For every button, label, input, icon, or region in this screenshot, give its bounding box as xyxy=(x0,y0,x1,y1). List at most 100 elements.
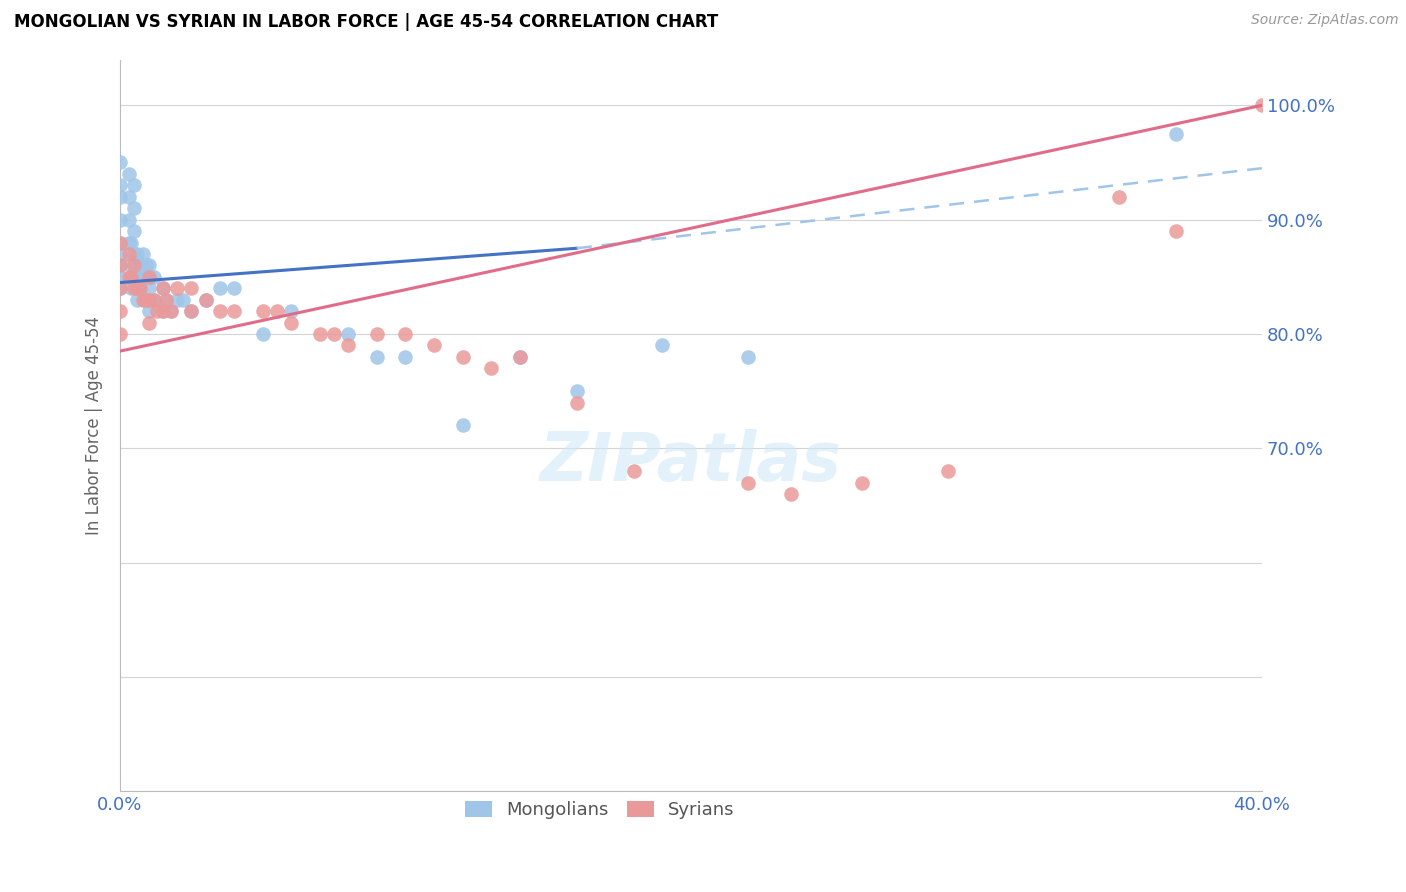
Point xyxy=(323,326,346,341)
Point xyxy=(127,293,149,307)
Point xyxy=(194,293,217,307)
Point xyxy=(138,259,160,273)
Text: ZIPatlas: ZIPatlas xyxy=(540,429,842,495)
Point xyxy=(129,281,152,295)
Point xyxy=(122,247,145,261)
Point xyxy=(127,269,149,284)
Point xyxy=(108,235,131,250)
Point xyxy=(166,293,188,307)
Point xyxy=(143,293,166,307)
Point xyxy=(479,361,502,376)
Point xyxy=(143,293,166,307)
Point xyxy=(152,304,174,318)
Point xyxy=(337,326,360,341)
Point xyxy=(565,384,588,399)
Point xyxy=(280,316,302,330)
Point xyxy=(1166,127,1188,141)
Point xyxy=(509,350,531,364)
Point xyxy=(138,281,160,295)
Point xyxy=(129,281,152,295)
Point xyxy=(108,155,131,169)
Point xyxy=(152,281,174,295)
Point xyxy=(138,269,160,284)
Point xyxy=(117,167,139,181)
Point xyxy=(108,259,131,273)
Point xyxy=(120,281,142,295)
Point xyxy=(509,350,531,364)
Point xyxy=(108,212,131,227)
Point xyxy=(337,338,360,352)
Point xyxy=(936,464,959,478)
Point xyxy=(180,304,202,318)
Point xyxy=(152,281,174,295)
Point xyxy=(117,247,139,261)
Text: Source: ZipAtlas.com: Source: ZipAtlas.com xyxy=(1251,13,1399,28)
Point xyxy=(117,269,139,284)
Point xyxy=(280,304,302,318)
Point xyxy=(779,487,801,501)
Point xyxy=(135,259,157,273)
Point xyxy=(208,281,231,295)
Point xyxy=(224,304,246,318)
Point xyxy=(138,293,160,307)
Point xyxy=(737,350,759,364)
Point xyxy=(155,293,177,307)
Point xyxy=(623,464,645,478)
Point xyxy=(127,247,149,261)
Point xyxy=(366,326,388,341)
Point xyxy=(108,326,131,341)
Point xyxy=(122,259,145,273)
Point xyxy=(122,224,145,238)
Point xyxy=(423,338,446,352)
Point xyxy=(108,190,131,204)
Point xyxy=(565,395,588,409)
Point xyxy=(120,259,142,273)
Point xyxy=(224,281,246,295)
Point xyxy=(108,178,131,193)
Point xyxy=(394,350,416,364)
Point xyxy=(1166,224,1188,238)
Point xyxy=(266,304,288,318)
Point xyxy=(451,418,474,433)
Point xyxy=(252,304,274,318)
Point xyxy=(152,304,174,318)
Point xyxy=(135,293,157,307)
Point xyxy=(117,190,139,204)
Point xyxy=(135,269,157,284)
Y-axis label: In Labor Force | Age 45-54: In Labor Force | Age 45-54 xyxy=(86,316,103,535)
Point xyxy=(737,475,759,490)
Point xyxy=(180,281,202,295)
Point xyxy=(108,259,131,273)
Point xyxy=(127,281,149,295)
Point xyxy=(180,304,202,318)
Point xyxy=(132,293,155,307)
Point xyxy=(122,201,145,215)
Point xyxy=(160,304,183,318)
Point xyxy=(166,281,188,295)
Point xyxy=(138,304,160,318)
Text: MONGOLIAN VS SYRIAN IN LABOR FORCE | AGE 45-54 CORRELATION CHART: MONGOLIAN VS SYRIAN IN LABOR FORCE | AGE… xyxy=(14,13,718,31)
Point xyxy=(1251,98,1274,112)
Point xyxy=(120,235,142,250)
Point xyxy=(122,269,145,284)
Point xyxy=(160,304,183,318)
Point xyxy=(146,304,169,318)
Point xyxy=(108,281,131,295)
Point xyxy=(135,293,157,307)
Point xyxy=(138,316,160,330)
Point xyxy=(108,281,131,295)
Point xyxy=(129,259,152,273)
Legend: Mongolians, Syrians: Mongolians, Syrians xyxy=(457,794,742,826)
Point xyxy=(132,247,155,261)
Point xyxy=(120,269,142,284)
Point xyxy=(308,326,330,341)
Point xyxy=(1108,190,1130,204)
Point xyxy=(451,350,474,364)
Point xyxy=(108,269,131,284)
Point xyxy=(132,269,155,284)
Point xyxy=(394,326,416,341)
Point xyxy=(172,293,194,307)
Point xyxy=(851,475,873,490)
Point xyxy=(155,293,177,307)
Point xyxy=(138,269,160,284)
